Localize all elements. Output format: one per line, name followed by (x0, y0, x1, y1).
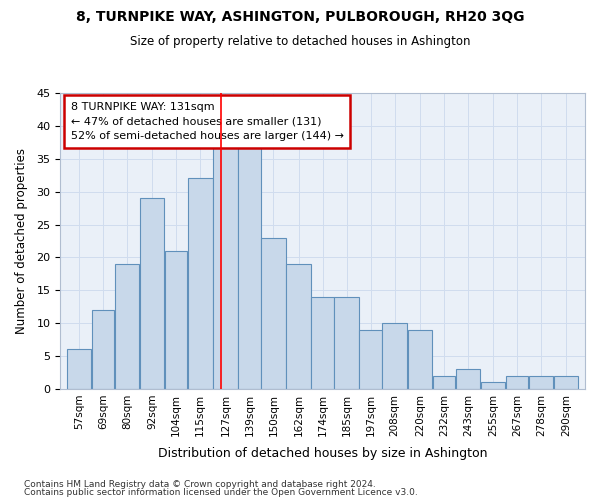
Bar (529, 376, 553, 389)
Bar (359, 330, 382, 389)
Bar (286, 264, 311, 389)
Bar (554, 376, 578, 389)
Bar (115, 264, 139, 389)
Bar (261, 238, 286, 389)
Bar (455, 369, 480, 389)
Bar (382, 323, 407, 389)
Y-axis label: Number of detached properties: Number of detached properties (15, 148, 28, 334)
Bar (92, 310, 114, 389)
Bar (433, 376, 455, 389)
X-axis label: Distribution of detached houses by size in Ashington: Distribution of detached houses by size … (158, 447, 487, 460)
Text: Contains HM Land Registry data © Crown copyright and database right 2024.: Contains HM Land Registry data © Crown c… (24, 480, 376, 489)
Bar (506, 376, 528, 389)
Bar (67, 350, 91, 389)
Bar (140, 198, 164, 389)
Bar (165, 251, 187, 389)
Text: 8, TURNPIKE WAY, ASHINGTON, PULBOROUGH, RH20 3QG: 8, TURNPIKE WAY, ASHINGTON, PULBOROUGH, … (76, 10, 524, 24)
Text: Contains public sector information licensed under the Open Government Licence v3: Contains public sector information licen… (24, 488, 418, 497)
Bar (334, 297, 359, 389)
Bar (238, 146, 260, 389)
Text: Size of property relative to detached houses in Ashington: Size of property relative to detached ho… (130, 35, 470, 48)
Text: 8 TURNPIKE WAY: 131sqm
← 47% of detached houses are smaller (131)
52% of semi-de: 8 TURNPIKE WAY: 131sqm ← 47% of detached… (71, 102, 344, 142)
Bar (188, 178, 212, 389)
Bar (407, 330, 432, 389)
Bar (311, 297, 334, 389)
Bar (481, 382, 505, 389)
Bar (213, 146, 238, 389)
